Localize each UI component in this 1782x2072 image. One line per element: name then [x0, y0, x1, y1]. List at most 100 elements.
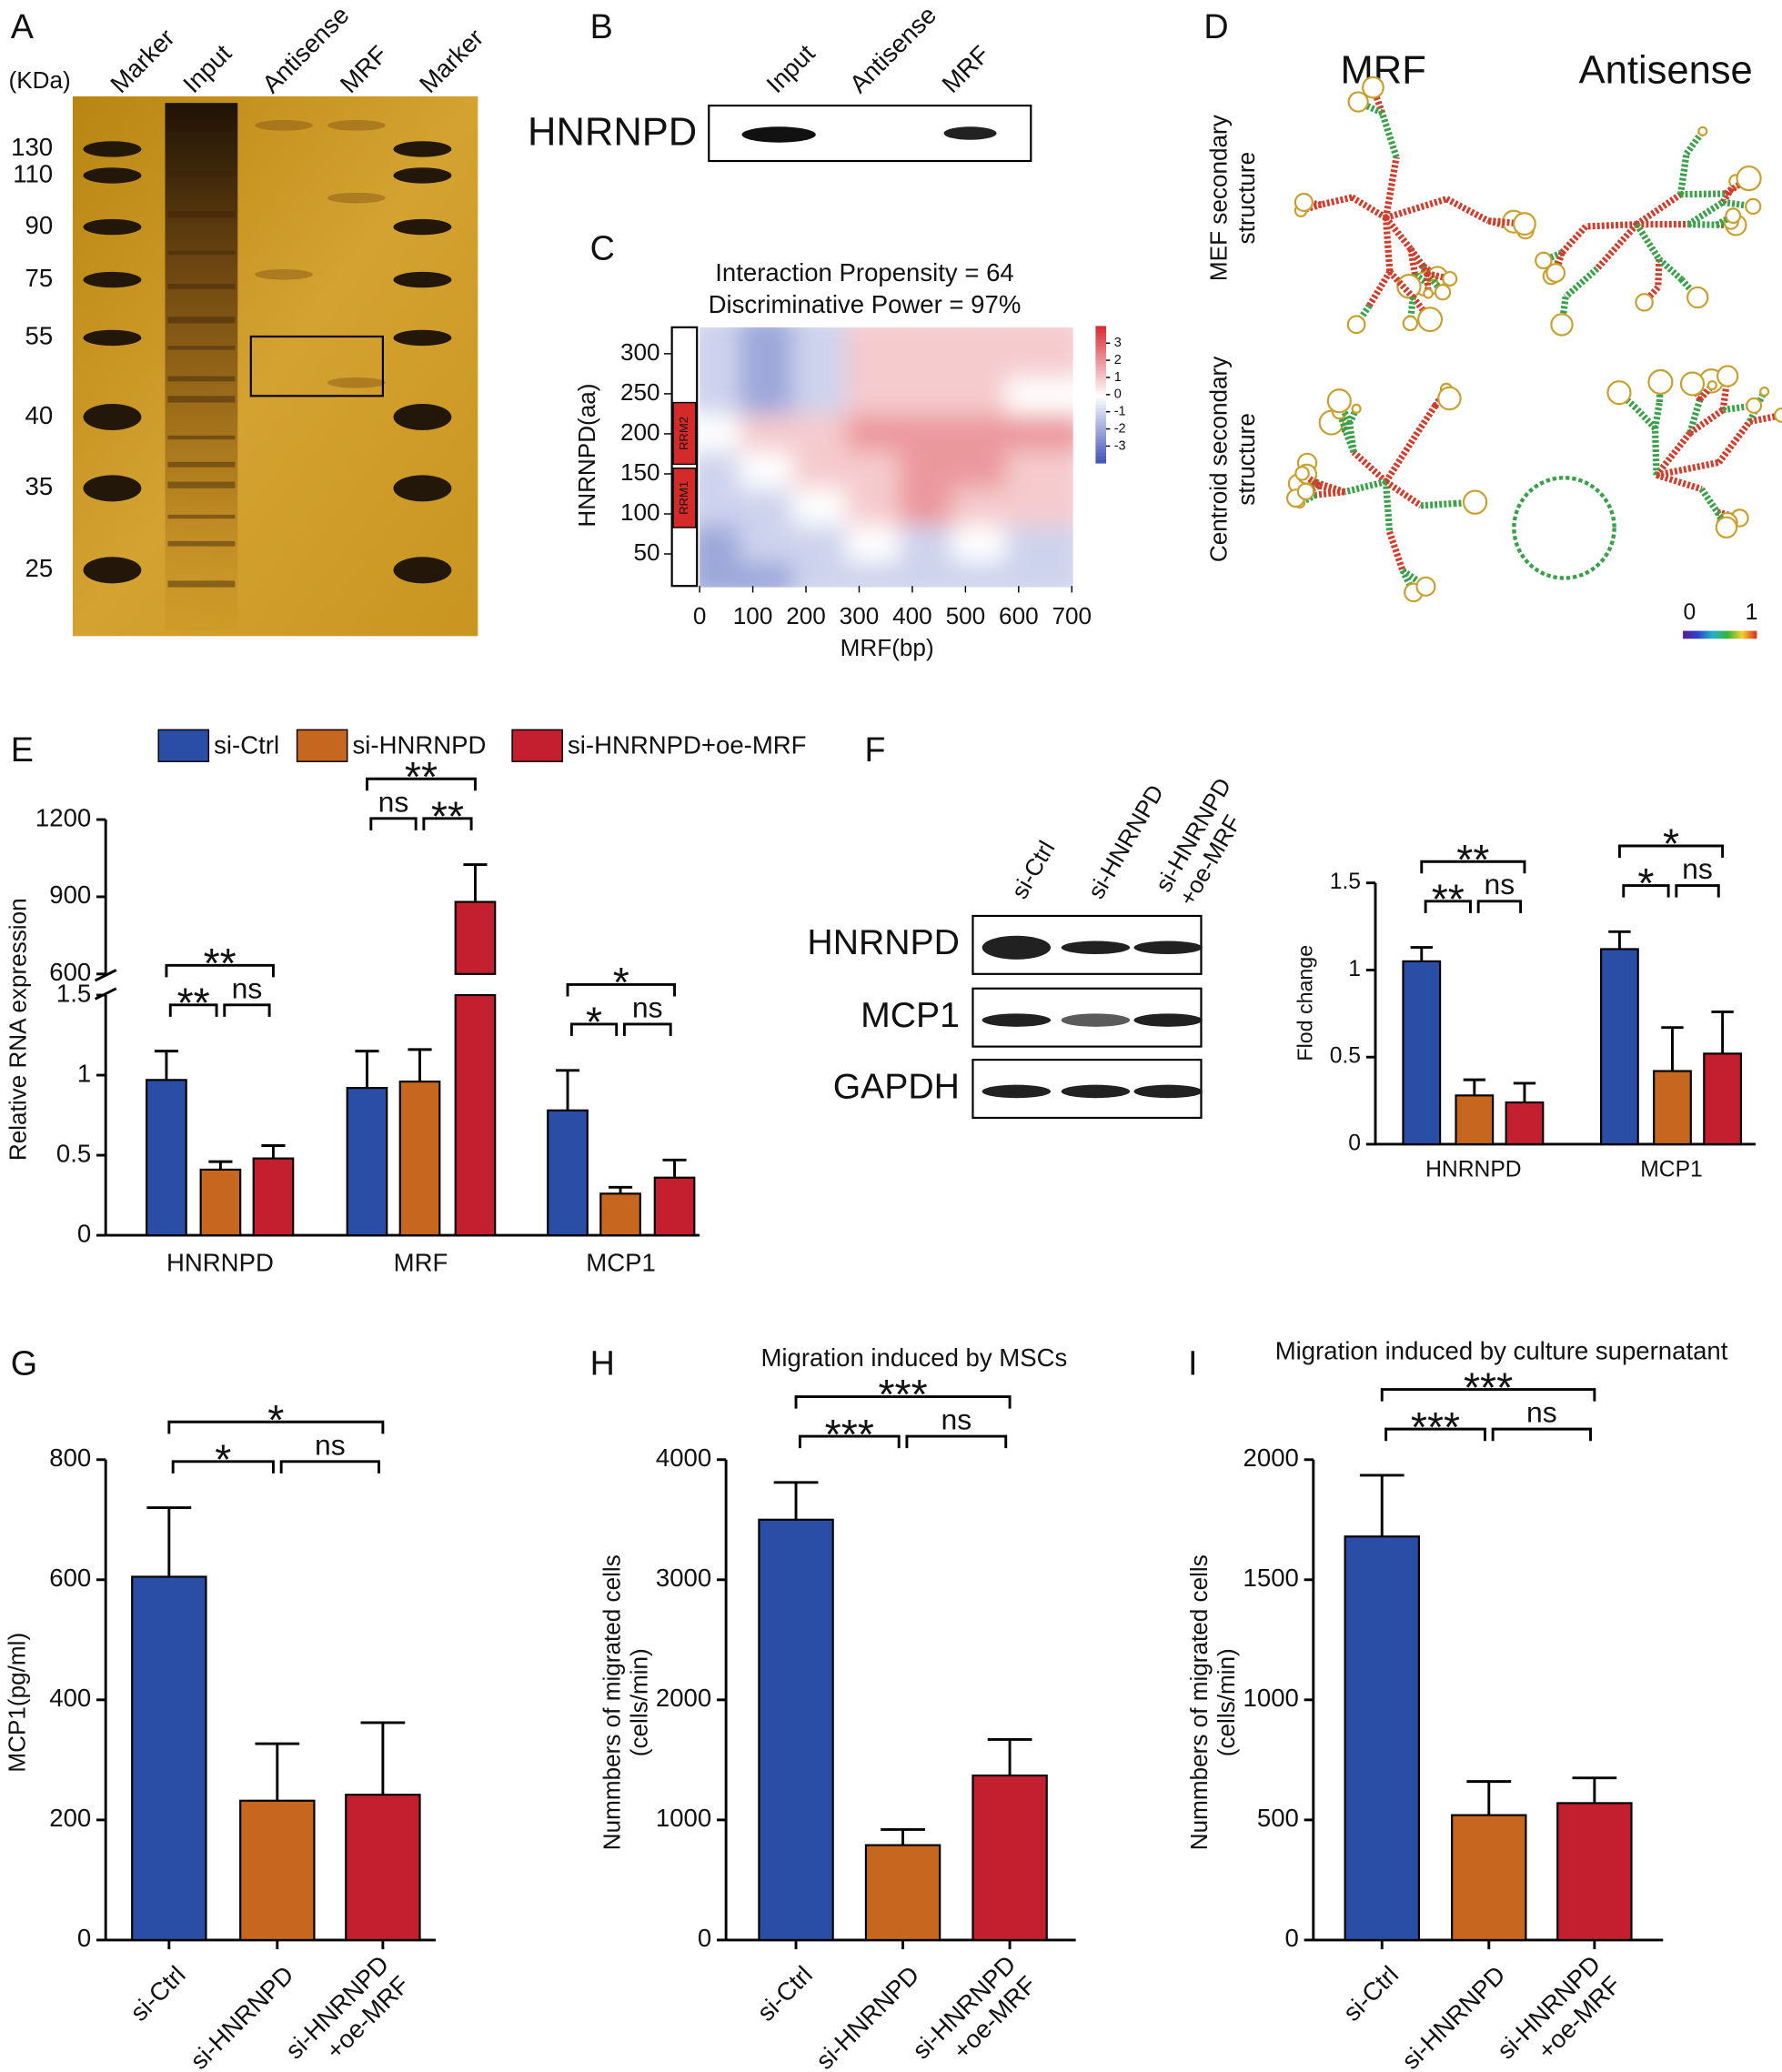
rna-stem — [1387, 269, 1415, 300]
x-tick-label: 300 — [840, 602, 880, 629]
significance-label: ns — [1485, 868, 1515, 900]
bar — [1653, 1070, 1692, 1146]
y-tick-label: 300 — [620, 338, 660, 366]
marker-size: 35 — [25, 472, 54, 500]
rna-stem — [1350, 194, 1388, 221]
rna-stem — [1595, 222, 1639, 271]
blot-row-label: MCP1 — [861, 996, 960, 1035]
significance-label: *** — [1464, 1363, 1513, 1411]
rna-stem — [1386, 530, 1406, 572]
significance-label: ** — [177, 980, 210, 1027]
y-tick-label: 0.5 — [1330, 1044, 1361, 1069]
y-tick-label: 100 — [620, 498, 660, 526]
marker-band — [83, 403, 142, 431]
colorbar-step — [1095, 422, 1107, 427]
y-axis-label: Nummbers of migrated cells(cells/min) — [598, 1554, 652, 1850]
lane-band — [327, 377, 386, 388]
blot-band — [1061, 940, 1131, 955]
significance-bracket — [171, 1460, 275, 1474]
lane-band — [167, 514, 236, 519]
y-tick-label: 1000 — [1243, 1684, 1299, 1712]
colorbar-step — [1095, 397, 1107, 402]
colorbar-step — [1095, 459, 1107, 464]
rna-stem — [1655, 471, 1703, 493]
colorbar-step — [1095, 407, 1107, 412]
x-tick-label: 200 — [786, 602, 826, 629]
colorbar-step — [1095, 370, 1107, 375]
domain-label: RRM2 — [677, 417, 690, 450]
significance-label: ns — [632, 991, 663, 1023]
colorbar-step — [1095, 411, 1107, 416]
x-tick-label: 0 — [693, 602, 707, 629]
y-tick-label: 4000 — [656, 1443, 711, 1472]
colorbar-step — [1095, 326, 1107, 330]
rna-stem — [1366, 269, 1393, 307]
rna-stem — [1384, 196, 1448, 221]
colorbar-tick-label: -2 — [1114, 421, 1126, 436]
colorbar-step — [1095, 446, 1107, 450]
rna-stem — [1383, 428, 1422, 484]
y-tick-label: 1.5 — [1330, 870, 1361, 894]
rna-stem — [1382, 481, 1394, 532]
y-tick-label: 1000 — [656, 1804, 711, 1832]
significance-label: * — [586, 999, 602, 1046]
y-tick-label: 0 — [1348, 1131, 1361, 1155]
marker-size: 90 — [25, 211, 54, 239]
rna-stem — [1383, 156, 1400, 219]
gel-unit: (KDa) — [9, 66, 71, 94]
significance-label: ** — [1432, 875, 1465, 922]
x-tick-label: 400 — [892, 602, 932, 629]
colorbar-tick-label: 1 — [1114, 370, 1122, 385]
rna-loop — [1635, 293, 1654, 312]
lane-band — [167, 132, 236, 136]
rna-stem — [1747, 389, 1767, 424]
rna-stem — [1634, 222, 1662, 262]
rna-loop — [1423, 287, 1434, 299]
significance-bracket — [1380, 1388, 1596, 1402]
bar — [131, 1575, 207, 1941]
blot-band — [1133, 1013, 1203, 1027]
y-axis-label: Nummbers of migrated cells(cells/min) — [1185, 1554, 1240, 1850]
highlight-box — [249, 335, 384, 397]
marker-size: 25 — [25, 554, 54, 582]
y-tick-label: 0.5 — [56, 1139, 91, 1167]
colorbar-tick-label: 0 — [1114, 387, 1122, 402]
colorbar-step — [1095, 384, 1107, 388]
y-tick-label: 0 — [1285, 1924, 1299, 1952]
blot-row-label: GAPDH — [833, 1067, 960, 1106]
rna-stem — [1346, 422, 1357, 453]
lane-band — [167, 171, 236, 177]
marker-band — [83, 271, 142, 288]
gel-image — [72, 96, 478, 637]
x-tick-label: HNRNPD — [166, 1248, 274, 1276]
panel-label: A — [11, 7, 35, 45]
chart-subtitle: Discriminative Power = 97% — [709, 290, 1022, 318]
blot-band — [1061, 1013, 1131, 1027]
rna-stem — [1656, 256, 1684, 282]
rna-loop — [1415, 576, 1436, 597]
rna-loop — [1535, 251, 1553, 270]
y-tick-label: 150 — [620, 458, 660, 486]
panel-label: H — [590, 1344, 615, 1383]
lane-band — [327, 192, 386, 204]
rna-loop — [1736, 165, 1762, 192]
rna-stem — [1383, 216, 1414, 252]
domain — [672, 468, 697, 528]
x-tick-label: MRF — [394, 1248, 448, 1276]
significance-bracket — [798, 1434, 901, 1449]
rna-loop — [1679, 371, 1706, 397]
marker-band — [393, 557, 452, 584]
y-tick-label: 2000 — [1243, 1443, 1299, 1472]
lane-band — [167, 283, 236, 289]
x-tick-label: MCP1 — [586, 1248, 656, 1276]
y-axis-label: MCP1(pg/ml) — [3, 1633, 30, 1773]
rna-stem — [1384, 478, 1424, 508]
rna-loop — [1550, 313, 1574, 337]
marker-size: 40 — [25, 401, 54, 429]
legend-label: si-HNRNPD — [353, 731, 487, 759]
y-tick-label: 0 — [77, 1219, 91, 1247]
y-tick-label: 400 — [49, 1684, 91, 1712]
bar — [398, 1080, 441, 1237]
rna-stem — [1687, 407, 1726, 437]
y-axis-label: Relative RNA expression — [5, 898, 32, 1161]
